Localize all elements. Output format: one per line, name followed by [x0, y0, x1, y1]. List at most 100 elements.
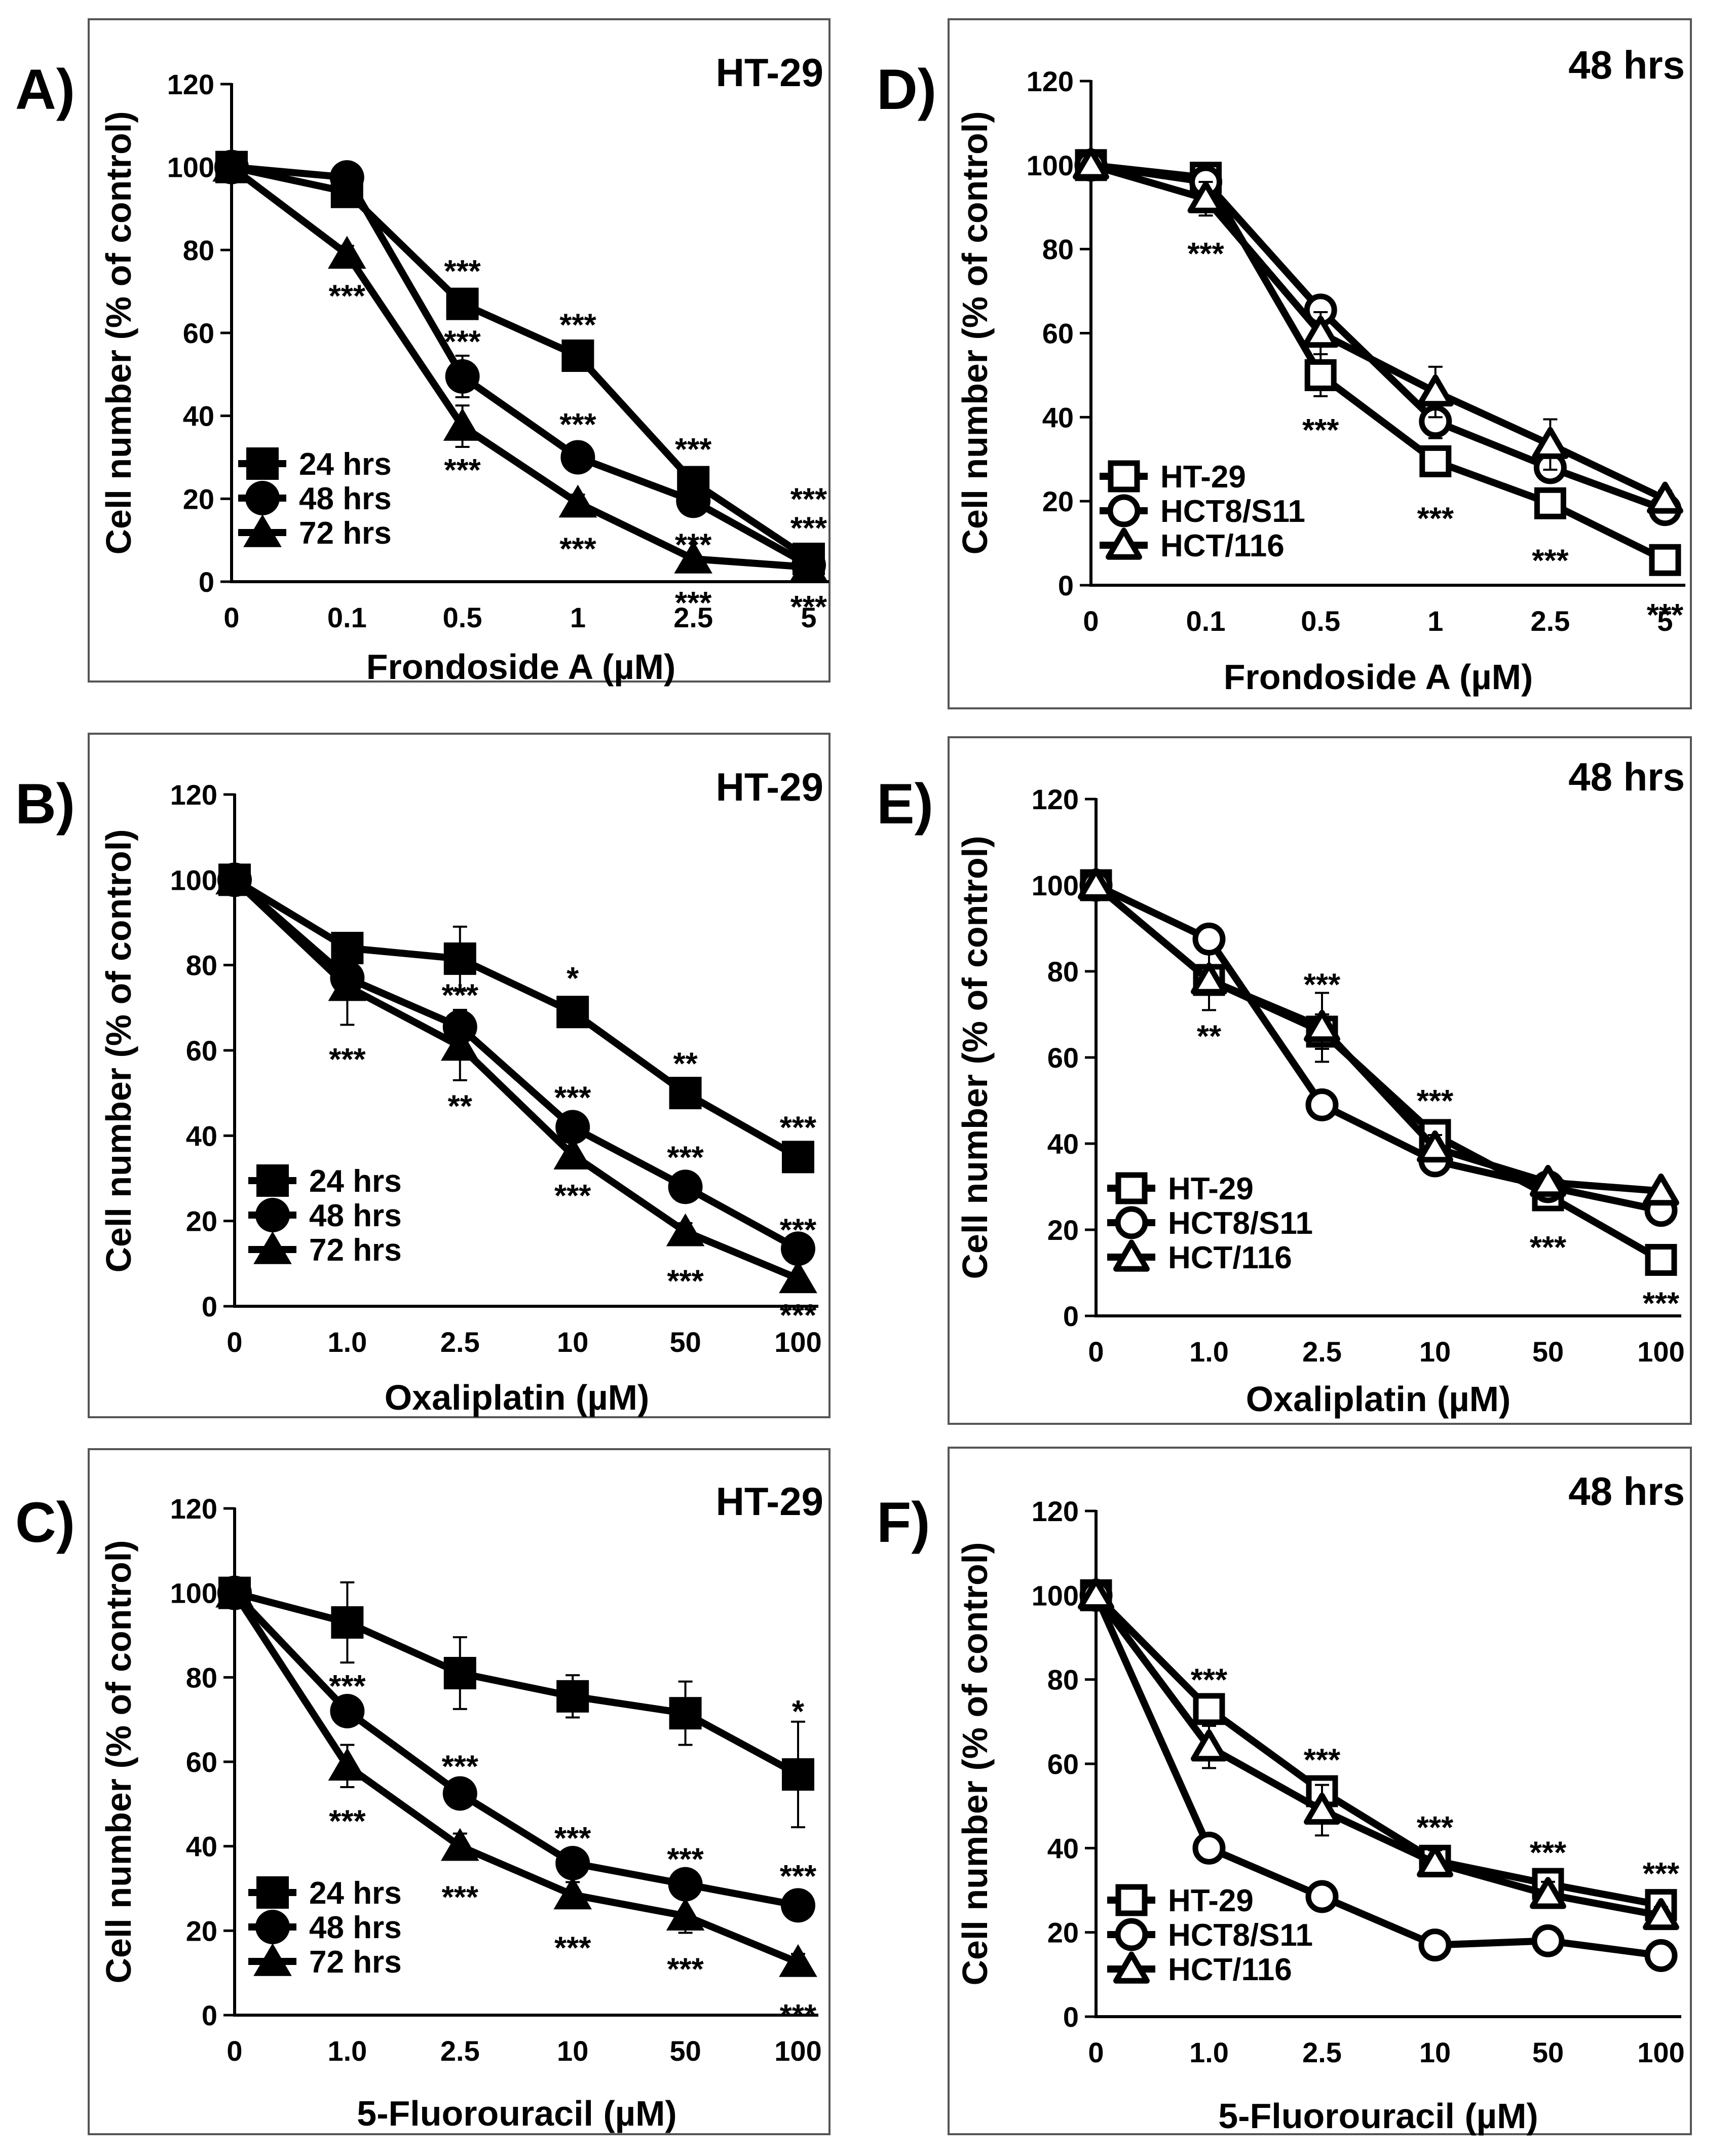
significance-label: ***	[1417, 1810, 1454, 1845]
y-axis-title: Cell number (% of control)	[99, 1540, 138, 1984]
data-point	[555, 1110, 590, 1145]
significance-label: ***	[790, 482, 827, 517]
significance-label: ***	[554, 1931, 591, 1966]
data-point	[328, 1748, 367, 1781]
y-tick-label: 60	[1047, 1042, 1079, 1074]
significance-label: ***	[1304, 1743, 1341, 1778]
significance-label: ***	[675, 586, 712, 621]
legend-label: HCT8/S11	[1168, 1206, 1313, 1241]
significance-label: ***	[329, 1669, 366, 1704]
significance-label: ***	[442, 1880, 479, 1915]
significance-label: ***	[780, 1213, 817, 1248]
panel-label: F)	[877, 1491, 930, 1554]
y-axis-title: Cell number (% of control)	[955, 1542, 995, 1986]
data-point	[1419, 445, 1452, 477]
y-tick-label: 100	[167, 152, 214, 183]
data-point	[553, 1137, 592, 1170]
y-tick-label: 0	[202, 1291, 217, 1322]
x-tick-label: 0.1	[1186, 605, 1226, 637]
data-point	[553, 1876, 592, 1910]
legend-label: 48 hrs	[309, 1910, 402, 1945]
y-tick-label: 40	[186, 1120, 217, 1152]
significance-label: *	[792, 1694, 805, 1729]
x-tick-label: 5	[801, 601, 816, 633]
legend-marker	[246, 447, 279, 480]
panel-frame	[948, 736, 1692, 1425]
significance-label: ***	[1304, 968, 1341, 1003]
significance-label: ***	[554, 1179, 591, 1214]
series-1	[214, 149, 826, 583]
legend-label: 24 hrs	[309, 1164, 402, 1199]
data-point	[1078, 1577, 1114, 1610]
data-point	[556, 996, 589, 1029]
x-tick-label: 50	[669, 2035, 701, 2067]
data-point	[329, 160, 364, 195]
y-tick-label: 0	[1058, 570, 1074, 601]
x-tick-label: 1.0	[327, 2035, 367, 2067]
y-tick-label: 40	[1047, 1832, 1079, 1864]
panel-title: HT-29	[716, 50, 823, 95]
significance-label: ***	[1647, 598, 1684, 633]
significance-label: ***	[675, 527, 712, 562]
data-point	[1534, 487, 1566, 519]
data-point	[446, 287, 479, 320]
x-axis-title: Frondoside A (µM)	[1224, 657, 1533, 697]
y-tick-label: 0	[199, 566, 214, 598]
data-point	[212, 148, 251, 182]
y-tick-label: 0	[202, 1999, 217, 2031]
significance-label: ***	[780, 1859, 817, 1894]
x-tick-label: 0	[1088, 1336, 1104, 1368]
panel-title: 48 hrs	[1568, 1469, 1685, 1514]
legend-marker	[256, 1164, 289, 1197]
panel-3: D) 48 hrs 0 20 40 60 80 100 120 0 0.1 0.5 1 2.5 5 Frond…	[877, 18, 1692, 709]
data-point	[779, 1260, 817, 1294]
significance-label: **	[448, 1089, 473, 1124]
data-point	[1187, 181, 1224, 213]
data-point	[669, 1697, 702, 1730]
panel-title: HT-29	[716, 1479, 823, 1524]
x-tick-label: 1.0	[1189, 2036, 1229, 2068]
panel-label: A)	[15, 58, 75, 121]
y-tick-label: 40	[183, 400, 214, 432]
panel-label: B)	[15, 772, 75, 836]
legend-marker	[255, 1910, 290, 1944]
x-tick-label: 5	[1657, 605, 1673, 637]
panel-1: B) HT-29 0 20 40 60 80 100 120 0 1.0 2.5 10 50 100 Oxal…	[15, 733, 831, 1418]
y-tick-label: 80	[1042, 234, 1074, 266]
legend-label: 72 hrs	[299, 516, 392, 551]
data-point	[441, 1828, 479, 1861]
significance-label: ***	[1187, 237, 1224, 272]
data-point	[1192, 1831, 1226, 1865]
data-point	[676, 483, 711, 518]
series-line	[234, 1589, 800, 1778]
series-line	[232, 1591, 800, 1966]
data-point	[443, 1657, 476, 1689]
legend-label: HT-29	[1168, 1883, 1254, 1918]
x-axis-title: Frondoside A (µM)	[366, 647, 676, 687]
data-point	[1191, 962, 1227, 995]
legend-label: 48 hrs	[299, 481, 392, 516]
data-point	[782, 1758, 814, 1791]
data-point	[781, 1231, 815, 1266]
series-line	[1090, 162, 1667, 503]
significance-label: ***	[667, 1952, 704, 1987]
x-tick-label: 2.5	[440, 1326, 480, 1358]
y-tick-label: 120	[170, 1493, 217, 1525]
panel-0: A) HT-29 0 20 40 60 80 100 120 0 0.1 0.5 1 2.5 5 Frondo…	[15, 18, 831, 687]
y-tick-label: 0	[1063, 1300, 1079, 1332]
panel-title: 48 hrs	[1568, 754, 1685, 799]
legend-marker	[1106, 527, 1142, 560]
significance-label: ***	[444, 254, 481, 289]
x-tick-label: 1.0	[327, 1326, 367, 1358]
significance-label: ***	[790, 511, 827, 546]
data-point	[1417, 1130, 1453, 1163]
panel-5: F) 48 hrs 0 20 40 60 80 100 120 0 1.0 2.5 10 50 100 5-F…	[877, 1447, 1692, 2136]
legend-label: 48 hrs	[309, 1198, 402, 1233]
data-point	[1417, 1845, 1453, 1878]
legend-marker	[1108, 460, 1140, 493]
data-point	[1305, 1880, 1339, 1913]
panel-2: C) HT-29 0 20 40 60 80 100 120 0 1.0 2.5 10 50 100 5-Fl…	[15, 1448, 831, 2135]
legend-label: 24 hrs	[299, 447, 392, 482]
x-tick-label: 0	[1083, 605, 1099, 637]
